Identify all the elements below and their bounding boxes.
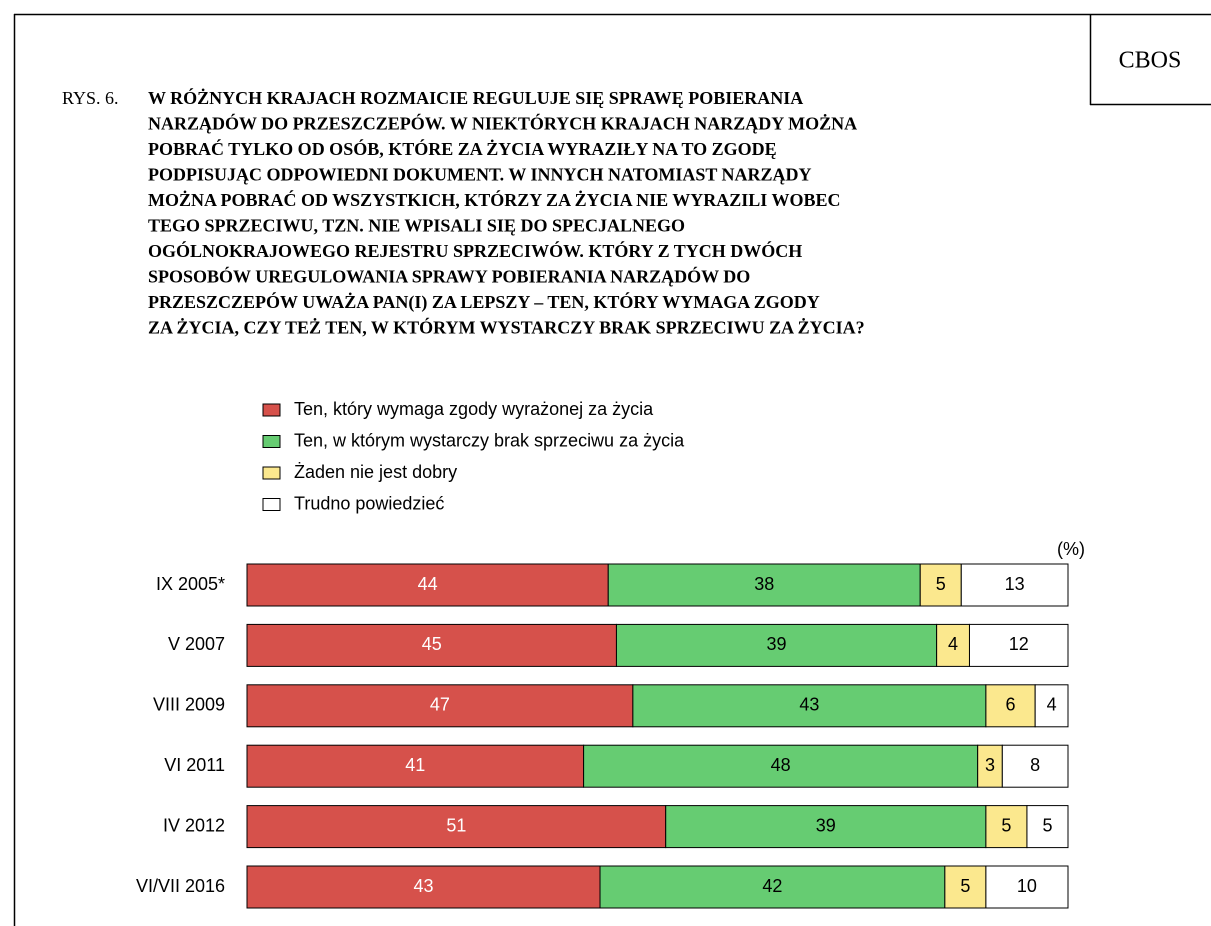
bar-segment xyxy=(1026,805,1069,849)
category-label: VI/VII 2016 xyxy=(136,876,225,896)
source: CBOS xyxy=(1119,48,1182,74)
value-label: 3 xyxy=(985,755,995,775)
category-label: VI 2011 xyxy=(164,755,225,775)
value-label: 43 xyxy=(799,695,819,715)
title-line: MOŻNA POBRAĆ OD WSZYSTKICH, KTÓRZY ZA ŻY… xyxy=(148,189,840,210)
value-label: 41 xyxy=(405,755,425,775)
bar-segment xyxy=(246,563,609,607)
value-label: 39 xyxy=(816,815,836,835)
value-label: 42 xyxy=(762,876,782,896)
value-label: 5 xyxy=(936,574,946,594)
value-label: 51 xyxy=(446,815,466,835)
bar-segment xyxy=(246,623,617,667)
category-label: V 2007 xyxy=(168,634,225,654)
bar-segment xyxy=(968,623,1069,667)
legend-swatch xyxy=(262,403,281,417)
title-line: W RÓŻNYCH KRAJACH ROZMAICIE REGULUJE SIĘ… xyxy=(148,87,803,108)
bar-segment xyxy=(246,744,585,788)
bar-segment xyxy=(985,865,1069,909)
bar-segment xyxy=(632,684,987,728)
bar-segment xyxy=(246,865,601,909)
legend-swatch xyxy=(262,466,281,480)
value-label: 48 xyxy=(771,755,791,775)
bar-segment xyxy=(246,684,634,728)
title-line: PRZESZCZEPÓW UWAŻA PAN(I) ZA LEPSZY – TE… xyxy=(148,291,820,313)
bar-segment xyxy=(607,563,921,607)
value-label: 12 xyxy=(1009,634,1029,654)
unit-label: (%) xyxy=(1057,539,1085,559)
bar-segment xyxy=(960,563,1069,607)
value-label: 5 xyxy=(1001,815,1011,835)
value-label: 5 xyxy=(960,876,970,896)
value-label: 45 xyxy=(422,634,442,654)
bar-segment xyxy=(1034,684,1069,728)
title-line: NARZĄDÓW DO PRZESZCZEPÓW. W NIEKTÓRYCH K… xyxy=(148,113,857,134)
bar-segment xyxy=(919,563,962,607)
value-label: 13 xyxy=(1005,574,1025,594)
bar-segment xyxy=(985,684,1036,728)
value-label: 39 xyxy=(767,634,787,654)
category-label: VIII 2009 xyxy=(153,695,225,715)
legend-label: Trudno powiedzieć xyxy=(294,493,444,513)
title-line: TEGO SPRZECIWU, TZN. NIE WPISALI SIĘ DO … xyxy=(148,216,685,236)
bar-segment xyxy=(583,744,979,788)
value-label: 5 xyxy=(1042,815,1052,835)
legend-label: Ten, w którym wystarczy brak sprzeciwu z… xyxy=(294,430,685,450)
title-line: ZA ŻYCIA, CZY TEŻ TEN, W KTÓRYM WYSTARCZ… xyxy=(148,317,865,338)
legend-swatch xyxy=(262,435,281,448)
title-line: PODPISUJĄC ODPOWIEDNI DOKUMENT. W INNYCH… xyxy=(148,165,812,185)
title-line: OGÓLNOKRAJOWEGO REJESTRU SPRZECIWÓW. KTÓ… xyxy=(148,240,802,261)
bar-segment xyxy=(615,623,938,667)
value-label: 10 xyxy=(1017,876,1037,896)
value-label: 4 xyxy=(1047,695,1057,715)
legend-label: Ten, który wymaga zgody wyrażonej za życ… xyxy=(294,399,654,419)
value-label: 44 xyxy=(418,574,438,594)
figure-label: RYS. 6. xyxy=(62,88,119,108)
value-label: 6 xyxy=(1006,695,1016,715)
legend-swatch xyxy=(262,498,281,511)
category-label: IX 2005* xyxy=(156,574,225,594)
legend-label: Żaden nie jest dobry xyxy=(294,462,457,482)
value-label: 43 xyxy=(413,876,433,896)
value-label: 47 xyxy=(430,695,450,715)
bar-segment xyxy=(985,805,1028,849)
category-label: IV 2012 xyxy=(163,815,225,835)
value-label: 38 xyxy=(754,574,774,594)
bar-segment xyxy=(599,865,946,909)
value-label: 4 xyxy=(948,634,958,654)
value-label: 8 xyxy=(1030,755,1040,775)
title-line: SPOSOBÓW UREGULOWANIA SPRAWY POBIERANIA … xyxy=(148,266,750,287)
bar-segment xyxy=(1001,744,1069,788)
title-line: POBRAĆ TYLKO OD OSÓB, KTÓRE ZA ŻYCIA WYR… xyxy=(148,138,777,159)
bar-segment xyxy=(665,805,987,849)
